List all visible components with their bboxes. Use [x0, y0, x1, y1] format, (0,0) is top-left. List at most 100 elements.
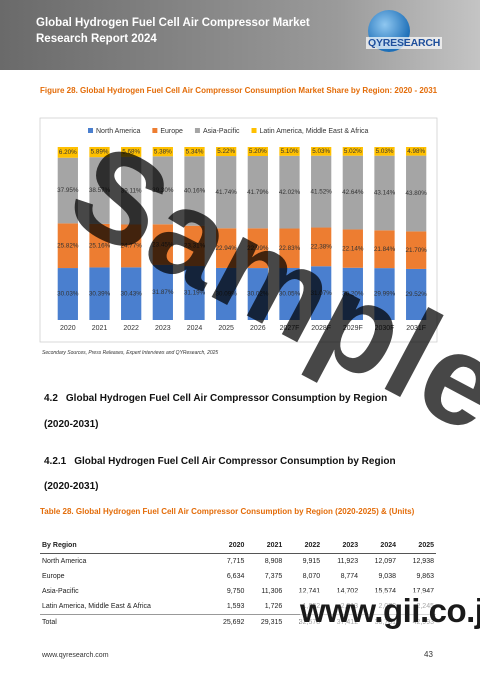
- bar-segment: [184, 225, 205, 267]
- bar-segment: [311, 266, 332, 320]
- bar-segment: [279, 155, 300, 229]
- bar-segment: [247, 155, 268, 229]
- section-number: 4.2.1: [44, 456, 67, 467]
- table-cell: 7,715: [226, 558, 245, 565]
- data-label: 5.20%: [249, 148, 267, 155]
- bar-segment: [89, 223, 110, 268]
- table-cell: 11,923: [337, 558, 359, 565]
- figure-caption: Figure 28. Global Hydrogen Fuel Cell Air…: [40, 86, 438, 95]
- bar-segment: [89, 267, 110, 320]
- table-cell: 9,038: [378, 573, 396, 580]
- data-label: 31.87%: [152, 289, 174, 296]
- legend-swatch: [88, 128, 93, 133]
- bar-segment: [216, 147, 237, 157]
- table-cell: Latin America, Middle East & Africa: [42, 603, 151, 610]
- section-title: Global Hydrogen Fuel Cell Air Compressor…: [74, 456, 396, 467]
- column-header: By Region: [40, 538, 209, 554]
- data-label: 5.34%: [186, 148, 204, 155]
- table-cell: 12,741: [284, 584, 322, 599]
- bar-segment: [152, 156, 173, 225]
- data-label: 41.52%: [310, 188, 332, 195]
- table-cell: 29,315: [246, 614, 285, 630]
- table-cell: 12,938: [412, 558, 434, 565]
- table-cell: 7,375: [264, 573, 283, 580]
- data-label: 30.02%: [247, 291, 269, 298]
- watermark-site: www.gii.co.jp: [300, 592, 480, 630]
- x-tick-label: 2029F: [343, 325, 363, 332]
- column-header: 2020: [208, 538, 247, 554]
- legend-swatch: [194, 128, 200, 133]
- data-label: 30.43%: [120, 290, 142, 297]
- data-label: 5.02%: [344, 148, 362, 155]
- table-row: Asia-Pacific 9,750 11,30612,74114,70215,57…: [40, 584, 436, 599]
- data-label: 21.70%: [405, 247, 427, 254]
- legend-swatch: [251, 128, 257, 133]
- bar-segment: [247, 268, 268, 320]
- data-label: 39.30%: [152, 187, 174, 194]
- bar-segment: [247, 147, 268, 156]
- bar-segment: [57, 157, 78, 224]
- bar-segment: [152, 147, 173, 157]
- table-cell: 9,750: [226, 588, 245, 595]
- table-cell: 17,947: [398, 584, 436, 599]
- bar-segment: [279, 147, 300, 156]
- data-label: 25.82%: [57, 242, 79, 249]
- bar-segment: [374, 147, 395, 156]
- bar-segment: [184, 147, 205, 157]
- data-label: 30.05%: [279, 291, 301, 298]
- data-label: 5.38%: [154, 148, 172, 155]
- table-cell: 6,634: [226, 573, 245, 580]
- data-label: 30.20%: [342, 291, 364, 298]
- table-cell: 1,726: [264, 603, 283, 610]
- data-label: 41.79%: [247, 189, 269, 196]
- data-label: 31.19%: [184, 290, 206, 297]
- x-tick-label: 2026: [250, 325, 266, 332]
- data-label: 22.99%: [247, 245, 269, 252]
- data-label: 25.16%: [89, 242, 111, 249]
- data-label: 30.39%: [89, 290, 111, 297]
- bar-segment: [374, 230, 395, 269]
- data-label: 30.09%: [215, 291, 237, 298]
- data-label: 22.94%: [215, 245, 237, 252]
- table-cell: 11,306: [261, 588, 283, 595]
- bar-segment: [406, 231, 427, 269]
- data-label: 41.74%: [215, 189, 237, 196]
- bar-segment: [342, 155, 363, 230]
- chart: North America Europe Asia-Pacific Latin Ame…: [39, 117, 438, 343]
- bar-segment: [279, 228, 300, 269]
- x-tick-label: 2030F: [375, 325, 395, 332]
- x-tick-label: 2021: [92, 325, 108, 332]
- x-tick-label: 2020: [60, 325, 76, 332]
- table-cell: 12,097: [374, 558, 396, 565]
- bar-segment: [342, 229, 363, 268]
- bar-segment: [311, 227, 332, 267]
- footer-website: www.qyresearch.com: [42, 652, 109, 659]
- table-cell: Total: [40, 614, 209, 630]
- table-cell: 15,574: [360, 584, 398, 599]
- table-cell: Asia-Pacific: [42, 588, 79, 595]
- x-tick-label: 2031F: [406, 325, 426, 332]
- bar-segment: [121, 224, 142, 268]
- table-cell: North America: [42, 558, 87, 565]
- legend-label: Latin America, Middle East & Africa: [260, 128, 369, 135]
- column-header: 2021: [246, 538, 285, 554]
- bar-segment: [311, 155, 332, 228]
- bar-segment: [342, 267, 363, 320]
- section-number: 4.2: [44, 393, 58, 404]
- table-header: By Region 2020 2021 2022 2023 2024 2025: [40, 538, 436, 554]
- bar-segment: [152, 224, 173, 265]
- column-header: 2023: [322, 538, 361, 554]
- logo-text: QYRESEARCH: [366, 37, 443, 49]
- data-label: 39.11%: [121, 187, 142, 194]
- table-cell: 9,863: [416, 573, 434, 580]
- bar-segment: [121, 156, 142, 225]
- table-caption: Table 28. Global Hydrogen Fuel Cell Air …: [40, 507, 415, 516]
- x-tick-label: 2025: [218, 325, 234, 332]
- data-label: 5.10%: [281, 148, 299, 155]
- data-label: 24.77%: [120, 243, 142, 250]
- data-label: 40.16%: [184, 188, 206, 195]
- bar-segment: [311, 147, 332, 156]
- bar-segment: [216, 267, 237, 320]
- x-tick-label: 2022: [123, 325, 139, 332]
